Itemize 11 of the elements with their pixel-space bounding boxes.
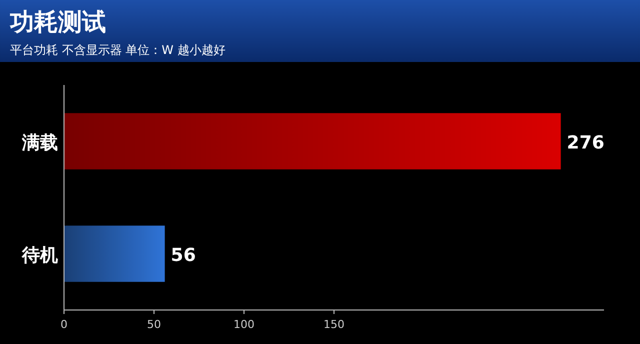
x-tick-label: 50 — [147, 318, 161, 331]
y-tick-label: 满载 — [21, 132, 58, 154]
data-label: 56 — [170, 244, 196, 266]
x-tick-label: 100 — [234, 318, 254, 331]
plot: 满载 276 待机 56 0 50 100 150 — [22, 84, 604, 331]
chart-subtitle: 平台功耗 不含显示器 单位：W 越小越好 — [10, 43, 226, 57]
y-tick-label: 待机 — [21, 244, 58, 266]
data-label: 276 — [566, 132, 604, 154]
chart-title: 功耗测试 — [9, 8, 106, 36]
x-tick-label: 150 — [324, 318, 344, 331]
x-tick-label: 0 — [60, 318, 68, 331]
